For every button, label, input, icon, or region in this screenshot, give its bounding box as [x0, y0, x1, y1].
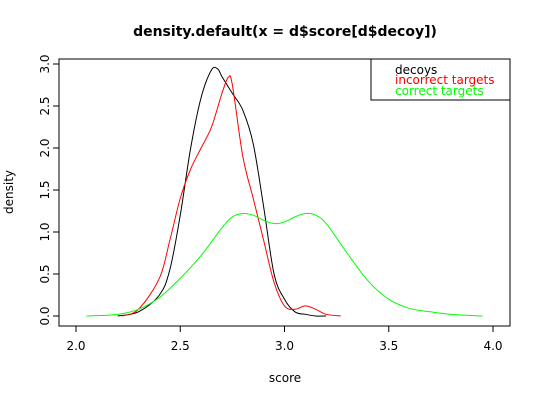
y-tick-label: 1.5 [38, 180, 52, 199]
legend-entry-decoys: decoys [395, 63, 437, 77]
series-layer [86, 66, 483, 317]
x-tick-label: 3.0 [275, 339, 294, 353]
x-axis-label: score [269, 371, 301, 385]
series-line-decoys [117, 66, 327, 317]
y-tick-label: 0.5 [38, 264, 52, 283]
y-tick-label: 0.0 [38, 306, 52, 325]
legend-entry-incorrect-targets: incorrect targets [395, 73, 495, 87]
x-axis: 2.0 2.5 3.0 3.5 4.0 [66, 325, 503, 353]
series-line-correct-targets [86, 212, 483, 317]
y-tick-label: 3.0 [38, 54, 52, 73]
y-axis: 0.0 0.5 1.0 1.5 2.0 2.5 3.0 [38, 54, 60, 326]
y-tick-label: 2.5 [38, 96, 52, 115]
x-tick-label: 2.0 [66, 339, 85, 353]
legend-box [370, 58, 511, 101]
y-axis-label: density [2, 170, 16, 214]
series-line-incorrect-targets [121, 75, 341, 317]
x-tick-label: 2.5 [171, 339, 190, 353]
legend: decoys incorrect targets correct targets [370, 58, 511, 101]
y-tick-label: 1.0 [38, 222, 52, 241]
y-tick-label: 2.0 [38, 138, 52, 157]
legend-entry-correct-targets: correct targets [395, 84, 484, 98]
x-tick-label: 4.0 [483, 339, 502, 353]
x-tick-label: 3.5 [379, 339, 398, 353]
chart-title: density.default(x = d$score[d$decoy]) [133, 24, 437, 40]
